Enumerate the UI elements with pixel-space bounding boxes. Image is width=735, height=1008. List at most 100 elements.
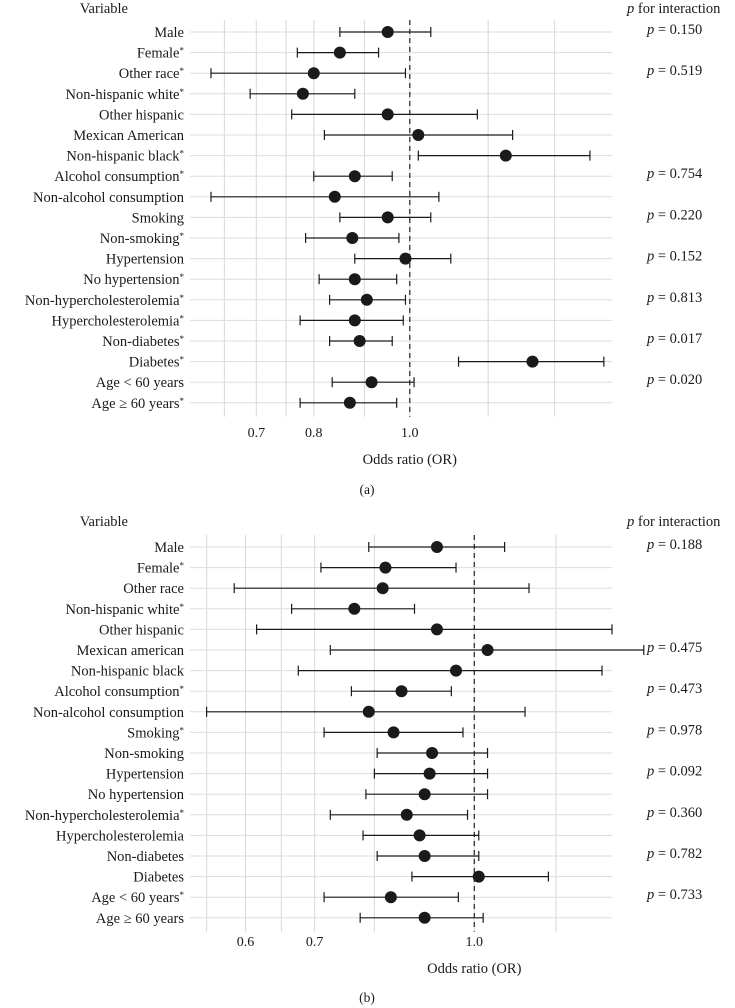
row-label: Non-diabetes* (102, 334, 184, 350)
odds-ratio-point (526, 355, 539, 368)
x-axis-title: Odds ratio (OR) (427, 961, 521, 977)
odds-ratio-point (328, 190, 341, 203)
row-label: Male (154, 25, 184, 41)
p-interaction-header: p for interaction (626, 1, 721, 17)
variable-header: Variable (80, 1, 128, 17)
odds-ratio-point (399, 252, 412, 265)
odds-ratio-point (472, 870, 485, 883)
row-label-text: Hypertension (106, 252, 185, 268)
p-header-text: for interaction (634, 514, 721, 530)
row-label-text: Other race (119, 66, 180, 82)
row-label: Non-diabetes (107, 849, 185, 865)
odds-ratio-point (499, 149, 512, 162)
x-tick-label: 1.0 (466, 935, 484, 950)
p-value: p = 0.150 (646, 22, 702, 38)
odds-ratio-point (430, 541, 443, 553)
row-label-text: Non-hispanic white (66, 602, 180, 618)
row-label-text: Female (137, 561, 180, 577)
panel-label: (b) (359, 990, 375, 1005)
odds-ratio-point (381, 211, 394, 224)
odds-ratio-point (307, 67, 320, 80)
x-tick-label: 0.7 (306, 935, 324, 950)
p-value: p = 0.475 (646, 640, 702, 656)
row-label-text: Age < 60 years (96, 375, 185, 391)
row-label: Diabetes* (129, 355, 185, 371)
odds-ratio-point (376, 582, 389, 595)
row-label-text: Non-hypercholesterolemia (25, 293, 180, 309)
p-symbol: p (646, 846, 654, 862)
odds-ratio-point (450, 664, 463, 677)
row-label: Hypertension (106, 767, 185, 783)
p-value: p = 0.152 (646, 249, 702, 265)
odds-ratio-point (333, 46, 346, 59)
odds-ratio-point (348, 170, 361, 183)
row-label: Hypercholesterolemia (56, 828, 185, 844)
row-label: Smoking* (127, 725, 184, 741)
row-label: Smoking (132, 210, 184, 226)
p-value-text: = 0.754 (654, 166, 703, 182)
p-value-text: = 0.017 (654, 331, 702, 347)
row-label-text: Non-hispanic black (66, 149, 180, 165)
row-label: Mexican american (77, 643, 185, 659)
x-tick-label: 0.7 (248, 426, 266, 441)
significance-star: * (180, 272, 185, 282)
p-symbol: p (646, 290, 654, 306)
forest-panel-a: Variable p for interactionMaleFemale*Othe… (25, 1, 721, 497)
row-label-text: Mexican american (77, 643, 185, 659)
row-label: Other hispanic (99, 107, 184, 123)
row-label: Alcohol consumption* (54, 684, 184, 700)
p-value-text: = 0.188 (654, 537, 702, 553)
p-value-text: = 0.475 (654, 640, 702, 656)
row-label: Non-hypercholesterolemia* (25, 808, 185, 824)
row-label-text: No hypertension (88, 787, 185, 803)
p-symbol: p (646, 372, 654, 388)
p-value-text: = 0.152 (654, 249, 702, 265)
x-tick-label: 0.6 (237, 935, 255, 950)
row-label: Alcohol consumption* (54, 169, 184, 185)
row-label-text: Non-diabetes (102, 334, 180, 350)
significance-star: * (180, 561, 185, 571)
x-axis-title: Odds ratio (OR) (363, 452, 457, 468)
significance-star: * (180, 808, 185, 818)
p-value: p = 0.473 (646, 681, 702, 697)
odds-ratio-point (481, 644, 494, 656)
x-tick-label: 0.8 (305, 426, 323, 441)
p-value: p = 0.519 (646, 63, 702, 79)
row-label-text: Non-hispanic black (71, 664, 185, 680)
p-symbol: p (646, 331, 654, 347)
odds-ratio-point (296, 87, 309, 100)
significance-star: * (180, 725, 185, 735)
p-symbol: p (646, 22, 654, 38)
p-symbol: p (646, 63, 654, 79)
p-symbol: p (646, 764, 654, 780)
row-label-text: Non-hypercholesterolemia (25, 808, 180, 824)
row-label: Non-hispanic white* (66, 87, 185, 103)
significance-star: * (180, 355, 185, 365)
row-label: Non-hispanic white* (66, 602, 185, 618)
row-label: Female* (137, 46, 185, 62)
row-label-text: Age ≥ 60 years (96, 911, 184, 927)
significance-star: * (180, 169, 185, 179)
row-label: Non-alcohol consumption (33, 705, 185, 721)
row-label-text: Non-smoking (100, 231, 180, 247)
p-value: p = 0.020 (646, 372, 702, 388)
row-label: Other race* (119, 66, 185, 82)
row-label: Non-smoking* (100, 231, 185, 247)
row-label-text: Hypertension (106, 767, 185, 783)
significance-star: * (180, 293, 185, 303)
odds-ratio-point (379, 561, 392, 574)
significance-star: * (180, 231, 185, 241)
row-label-text: Female (137, 46, 180, 62)
row-label: Hypertension (106, 252, 185, 268)
row-label: Non-hispanic black (71, 664, 185, 680)
row-label-text: Smoking (127, 725, 179, 741)
odds-ratio-point (343, 396, 356, 409)
p-symbol: p (646, 537, 654, 553)
row-label-text: No hypertension (83, 272, 180, 288)
row-label: Mexican American (73, 128, 184, 144)
p-value-text: = 0.782 (654, 846, 702, 862)
row-label: Age ≥ 60 years (96, 911, 184, 927)
row-label-text: Non-diabetes (107, 849, 185, 865)
p-value-text: = 0.092 (654, 764, 702, 780)
